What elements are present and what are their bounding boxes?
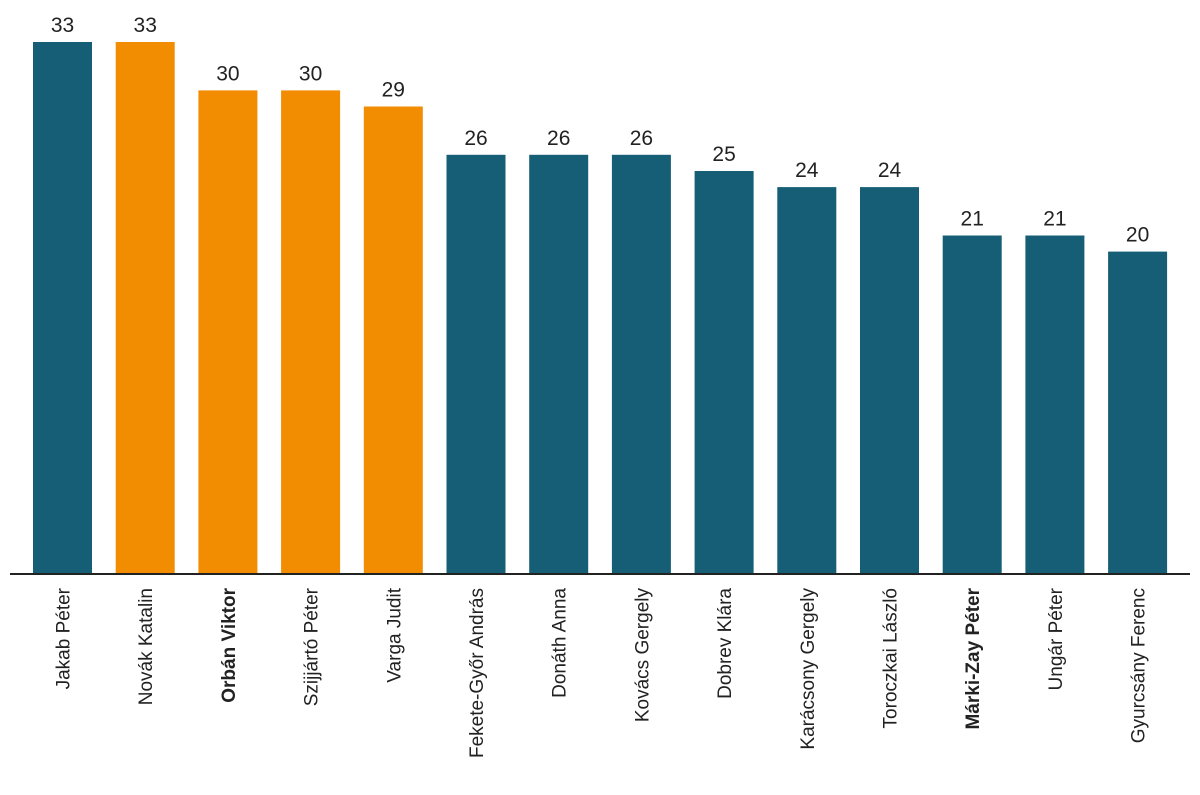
category-label-5: Varga Judit (384, 587, 405, 682)
bar-13 (1025, 235, 1085, 574)
bar-9 (694, 171, 754, 574)
bars-group (33, 42, 1168, 575)
category-label-11: Toroczkai László (881, 588, 902, 728)
category-label-1: Jakab Péter (54, 587, 75, 689)
value-label-9: 25 (712, 143, 735, 166)
category-label-8: Kovács Gergely (632, 588, 653, 723)
bar-8 (611, 154, 671, 575)
value-label-14: 20 (1126, 224, 1149, 247)
bar-7 (529, 154, 589, 575)
value-label-11: 24 (878, 159, 902, 182)
category-label-13: Ungár Péter (1046, 587, 1067, 690)
value-label-6: 26 (464, 127, 487, 150)
value-label-4: 30 (299, 62, 322, 85)
bar-2 (115, 42, 175, 574)
value-label-2: 33 (134, 14, 157, 37)
bar-14 (1108, 251, 1168, 574)
category-label-7: Donáth Anna (550, 588, 571, 698)
bar-4 (281, 90, 341, 575)
value-labels-group: 33 33 30 30 29 26 26 26 25 24 24 21 21 20 (51, 14, 1149, 247)
bar-6 (446, 154, 506, 575)
bar-3 (198, 90, 258, 575)
category-label-2: Novák Katalin (136, 588, 157, 705)
value-label-10: 24 (795, 159, 819, 182)
category-label-3: Orbán Viktor (219, 587, 240, 702)
bar-5 (363, 106, 423, 574)
value-label-12: 21 (961, 208, 984, 231)
category-label-10: Karácsony Gergely (798, 588, 819, 750)
bar-11 (860, 187, 919, 574)
category-label-6: Fekete-Győr András (467, 588, 488, 758)
bar-12 (942, 235, 1002, 574)
value-label-3: 30 (216, 62, 239, 85)
value-label-1: 33 (51, 14, 74, 37)
category-label-12: Márki-Zay Péter (963, 587, 984, 729)
bar-10 (777, 187, 837, 574)
bar-1 (33, 42, 92, 574)
category-label-14: Gyurcsány Ferenc (1129, 588, 1150, 743)
value-label-7: 26 (547, 127, 570, 150)
value-label-8: 26 (630, 127, 653, 150)
category-label-4: Szijjártó Péter (302, 587, 323, 706)
value-label-13: 21 (1043, 208, 1066, 231)
category-label-9: Dobrev Klára (715, 588, 736, 699)
value-label-5: 29 (382, 79, 405, 102)
category-labels-group: Jakab Péter Novák Katalin Orbán Viktor Szij… (54, 587, 1150, 758)
